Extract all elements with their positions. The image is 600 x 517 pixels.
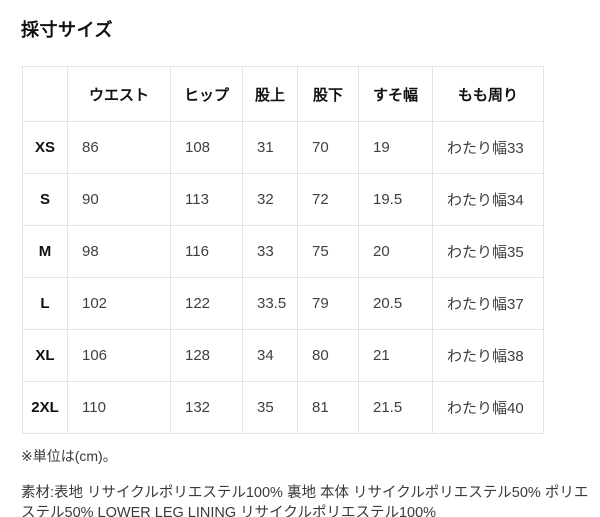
measurement-cell: 33 (242, 225, 298, 278)
measurement-cell: 20.5 (358, 277, 433, 330)
measurement-cell: 110 (67, 381, 171, 434)
size-label: XL (22, 329, 68, 382)
measurement-cell: わたり幅40 (432, 381, 544, 434)
measurement-column-header: 股上 (242, 66, 298, 122)
size-label: S (22, 173, 68, 226)
measurement-cell: 70 (297, 121, 359, 174)
header-row: ウエスト ヒップ 股上 股下 すそ幅 もも周り (22, 66, 544, 122)
unit-note: ※単位は(cm)。 (21, 448, 117, 464)
measurement-cell: わたり幅38 (432, 329, 544, 382)
measurement-cell: 132 (170, 381, 243, 434)
measurement-cell: 21.5 (358, 381, 433, 434)
measurement-column-header: 股下 (297, 66, 359, 122)
measurement-cell: 106 (67, 329, 171, 382)
measurement-cell: 122 (170, 277, 243, 330)
measurement-column-header: ウエスト (67, 66, 171, 122)
measurement-cell: 21 (358, 329, 433, 382)
measurement-cell: 19.5 (358, 173, 433, 226)
size-table-body: XS 86 108 31 70 19 わたり幅33 S 90 113 32 72 19.5 わたり幅34 M… (22, 121, 544, 434)
table-row: L 102 122 33.5 79 20.5 わたり幅37 (22, 277, 544, 330)
measurement-cell: 108 (170, 121, 243, 174)
size-column-header (22, 66, 68, 122)
size-label: L (22, 277, 68, 330)
measurement-cell: わたり幅34 (432, 173, 544, 226)
measurement-cell: 102 (67, 277, 171, 330)
size-chart-section: 採寸サイズ ウエスト ヒップ 股上 股下 すそ幅 もも周り XS 86 108 31 70 19 わた… (0, 16, 600, 517)
table-row: XL 106 128 34 80 21 わたり幅38 (22, 329, 544, 382)
measurement-column-header: ヒップ (170, 66, 243, 122)
measurement-cell: 75 (297, 225, 359, 278)
measurement-cell: 31 (242, 121, 298, 174)
measurement-cell: わたり幅37 (432, 277, 544, 330)
measurement-column-header: もも周り (432, 66, 544, 122)
measurement-cell: 113 (170, 173, 243, 226)
table-row: M 98 116 33 75 20 わたり幅35 (22, 225, 544, 278)
page-title: 採寸サイズ (21, 20, 113, 40)
measurement-cell: 128 (170, 329, 243, 382)
measurement-column-header: すそ幅 (358, 66, 433, 122)
size-table: ウエスト ヒップ 股上 股下 すそ幅 もも周り XS 86 108 31 70 19 わたり幅33 S 9… (22, 66, 544, 434)
table-row: S 90 113 32 72 19.5 わたり幅34 (22, 173, 544, 226)
table-row: XS 86 108 31 70 19 わたり幅33 (22, 121, 544, 174)
measurement-cell: 86 (67, 121, 171, 174)
measurement-cell: 116 (170, 225, 243, 278)
measurement-cell: 81 (297, 381, 359, 434)
size-label: M (22, 225, 68, 278)
measurement-cell: 79 (297, 277, 359, 330)
measurement-cell: 34 (242, 329, 298, 382)
measurement-cell: 33.5 (242, 277, 298, 330)
measurement-cell: 20 (358, 225, 433, 278)
measurement-cell: 19 (358, 121, 433, 174)
measurement-cell: 80 (297, 329, 359, 382)
measurement-cell: 90 (67, 173, 171, 226)
table-row: 2XL 110 132 35 81 21.5 わたり幅40 (22, 381, 544, 434)
size-label: XS (22, 121, 68, 174)
material-note: 素材:表地 リサイクルポリエステル100% 裏地 本体 リサイクルポリエステル5… (21, 485, 589, 517)
measurement-cell: 35 (242, 381, 298, 434)
measurement-cell: 98 (67, 225, 171, 278)
measurement-cell: わたり幅33 (432, 121, 544, 174)
measurement-cell: 72 (297, 173, 359, 226)
measurement-cell: わたり幅35 (432, 225, 544, 278)
size-label: 2XL (22, 381, 68, 434)
measurement-cell: 32 (242, 173, 298, 226)
